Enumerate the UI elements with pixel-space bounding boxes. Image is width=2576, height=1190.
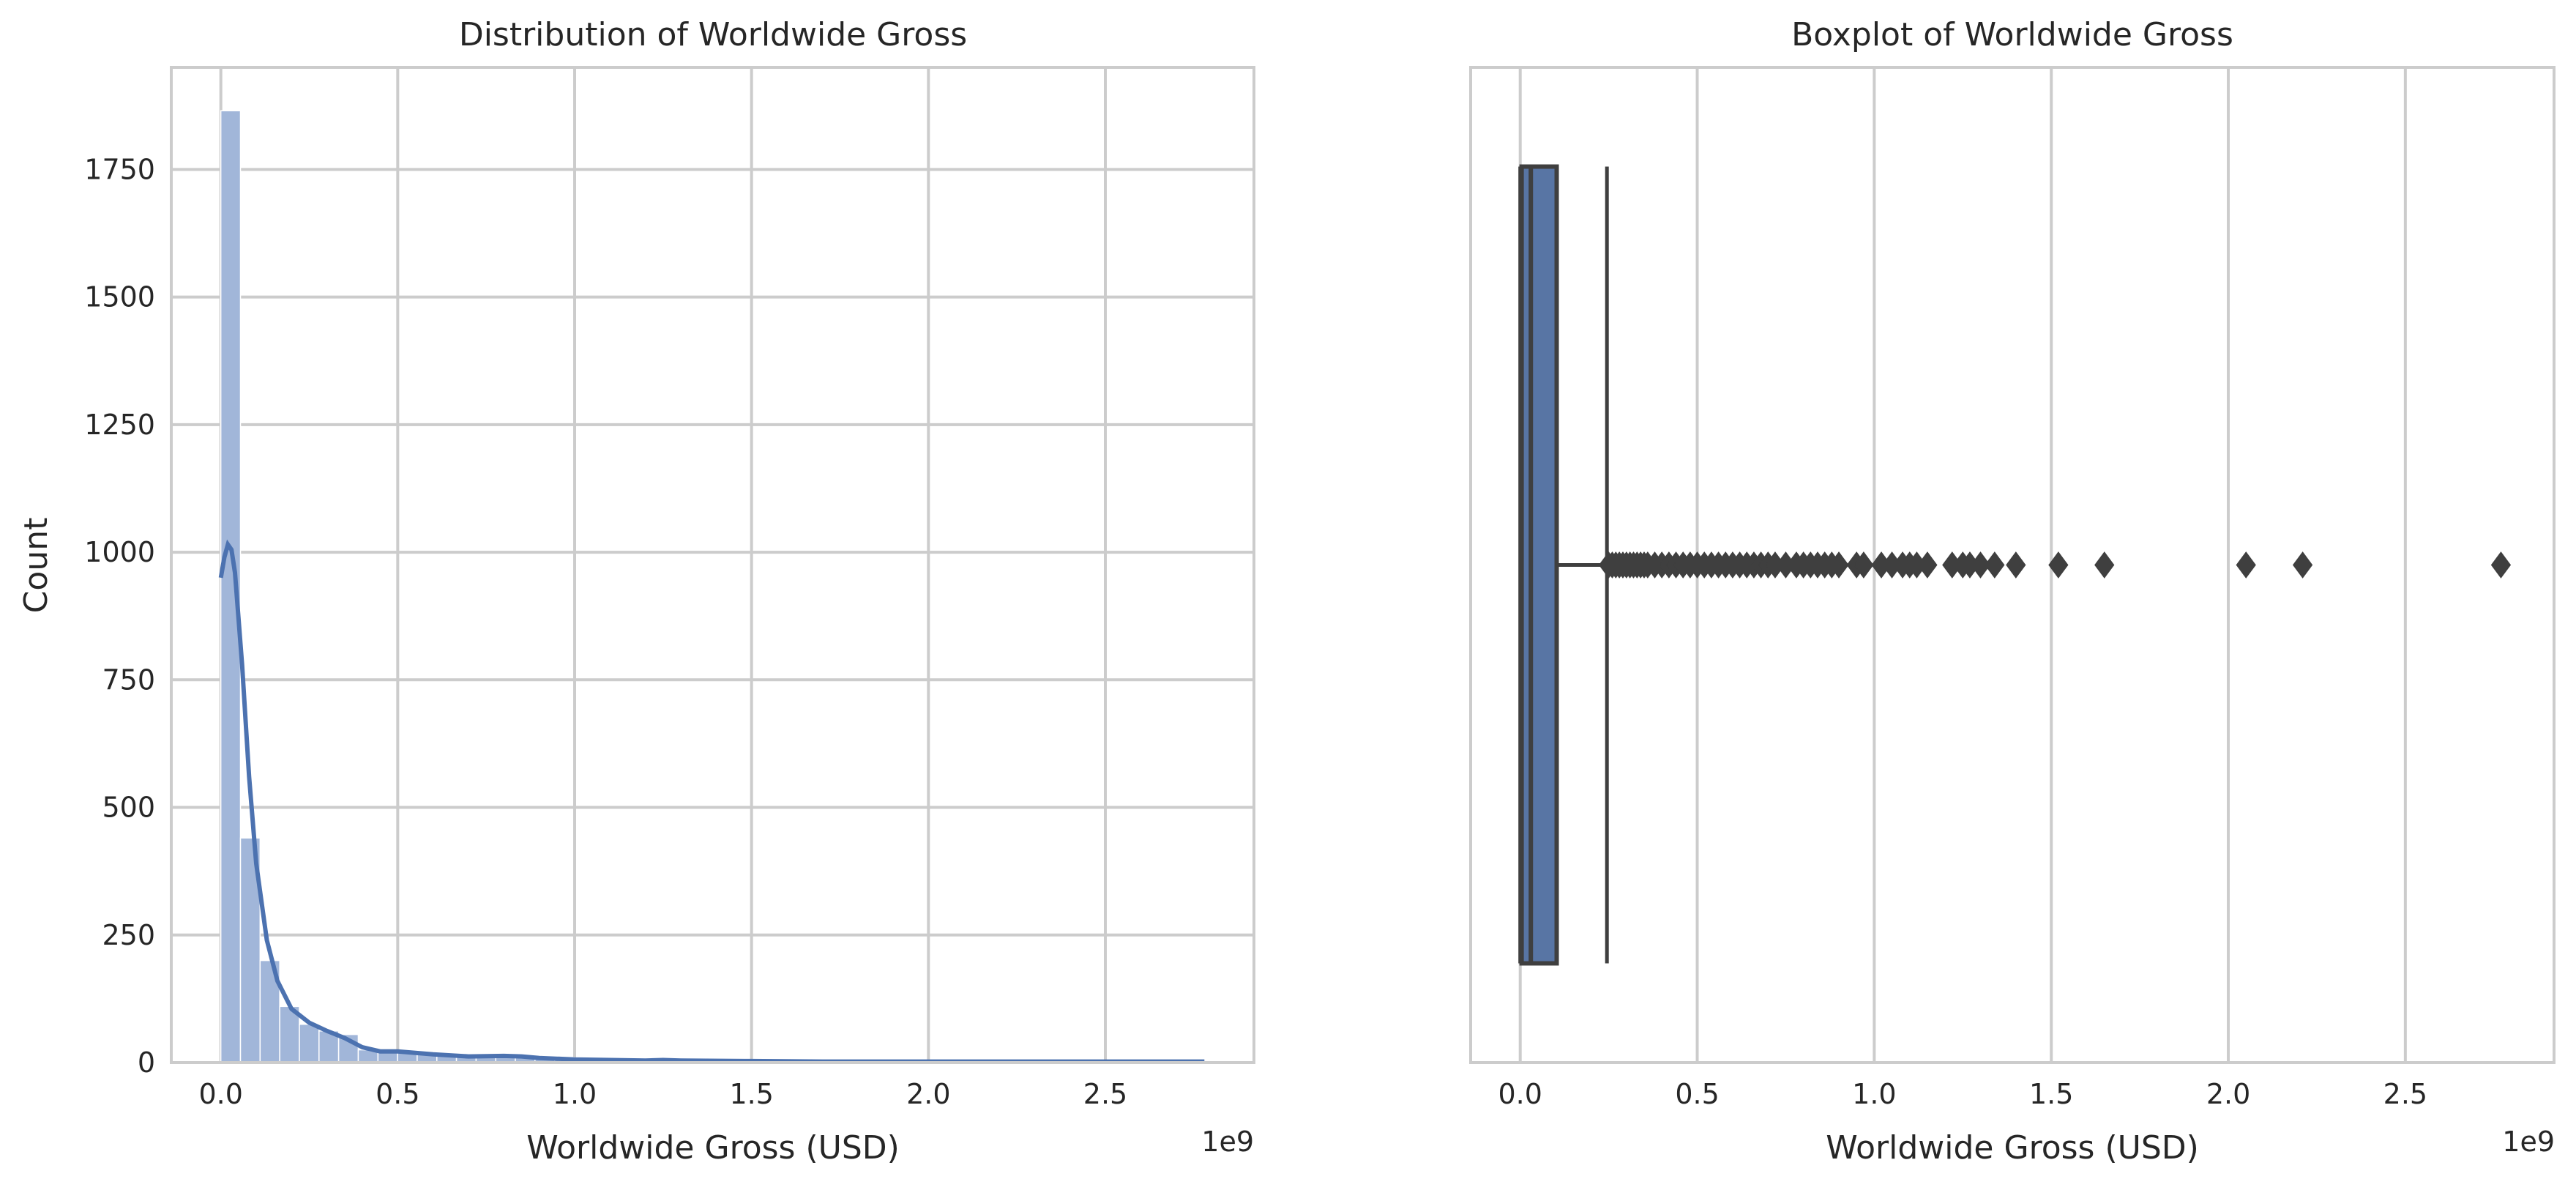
kde-curve [218,539,1205,1064]
outlier-point [2094,551,2115,579]
x-tick-label: 0.5 [376,1078,419,1110]
y-tick-label: 1250 [84,409,155,441]
y-tick-label: 250 [102,919,155,951]
outlier-point [1917,551,1938,579]
y-tick-label: 750 [102,663,155,696]
boxplot-x-ticks: 0.0 0.5 1.0 1.5 2.0 2.5 [1498,1078,2427,1110]
histogram-y-ticks: 0 250 500 750 1000 1250 1500 1750 [84,153,155,1079]
histogram-title: Distribution of Worldwide Gross [459,16,967,53]
outlier-point [2236,551,2256,579]
outlier-point [1853,551,1874,579]
outlier-point [2490,551,2512,579]
outlier-points [1599,551,2512,579]
y-tick-label: 1500 [84,281,155,313]
histogram-y-axis-label: Count [18,518,55,614]
x-tick-label: 1.5 [2029,1078,2073,1110]
y-tick-label: 0 [138,1046,155,1079]
boxplot-frame [1469,66,2556,1064]
x-tick-label: 2.5 [2383,1078,2427,1110]
x-tick-label: 0.0 [1498,1078,1542,1110]
x-tick-label: 0.0 [198,1078,242,1110]
histogram-panel: 0.0 0.5 1.0 1.5 2.0 2.5 0 250 500 750 1000 1250 150… [18,16,1255,1167]
box [1519,164,1559,966]
y-tick-label: 1750 [84,153,155,185]
histogram-x-axis-label: Worldwide Gross (USD) [526,1129,900,1167]
x-tick-label: 1.0 [553,1078,597,1110]
histogram-x-ticks: 0.0 0.5 1.0 1.5 2.0 2.5 [198,1078,1127,1110]
outlier-point [2006,551,2026,579]
outlier-point [1985,551,2005,579]
x-tick-label: 0.5 [1675,1078,1719,1110]
histogram-bar [299,1023,320,1063]
boxplot-panel: 0.0 0.5 1.0 1.5 2.0 2.5 Boxplot of Worldwide … [1469,16,2556,1167]
x-tick-label: 2.5 [1083,1078,1127,1110]
x-tick-label: 2.0 [906,1078,950,1110]
outlier-point [2048,551,2069,579]
x-tick-label: 1.0 [1852,1078,1896,1110]
x-tick-label: 2.0 [2206,1078,2250,1110]
histogram-frame [170,66,1255,1064]
outlier-point [2292,551,2313,579]
outlier-point [1970,551,1991,579]
y-tick-label: 500 [102,792,155,824]
x-tick-label: 1.5 [729,1078,773,1110]
histogram-grid [171,67,1254,1064]
y-tick-label: 1000 [84,536,155,568]
histogram-x-offset-label: 1e9 [1201,1126,1254,1158]
boxplot-x-offset-label: 1e9 [2502,1126,2555,1158]
boxplot-title: Boxplot of Worldwide Gross [1791,16,2233,53]
outlier-point [1829,551,1849,579]
boxplot-x-axis-label: Worldwide Gross (USD) [1826,1129,2199,1167]
